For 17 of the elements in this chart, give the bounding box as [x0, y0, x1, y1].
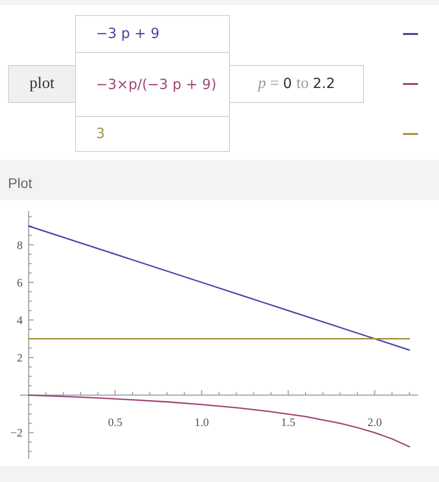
y-tick-label: 6 — [16, 277, 23, 290]
y-tick-label: −2 — [10, 428, 23, 440]
text: 3 — [75, 116, 230, 152]
text: −3×p/(−3 p + 9) — [75, 52, 230, 117]
y-tick-label: 2 — [16, 352, 23, 365]
line-series — [28, 394, 410, 448]
y-tick-label: 8 — [16, 240, 23, 252]
y-tick-label: 4 — [16, 314, 23, 327]
x-tick-label: 1.0 — [194, 417, 210, 430]
x-tick-label: 2.0 — [368, 417, 382, 430]
text: −3 p + 9 — [75, 15, 230, 53]
text: p = 0 to 2.2 — [258, 75, 336, 92]
text: plot — [8, 65, 76, 103]
line-series — [28, 225, 410, 351]
x-tick-label: 1.5 — [281, 417, 296, 430]
chart-title: Plot — [8, 175, 32, 191]
x-tick-label: 0.5 — [108, 417, 123, 430]
